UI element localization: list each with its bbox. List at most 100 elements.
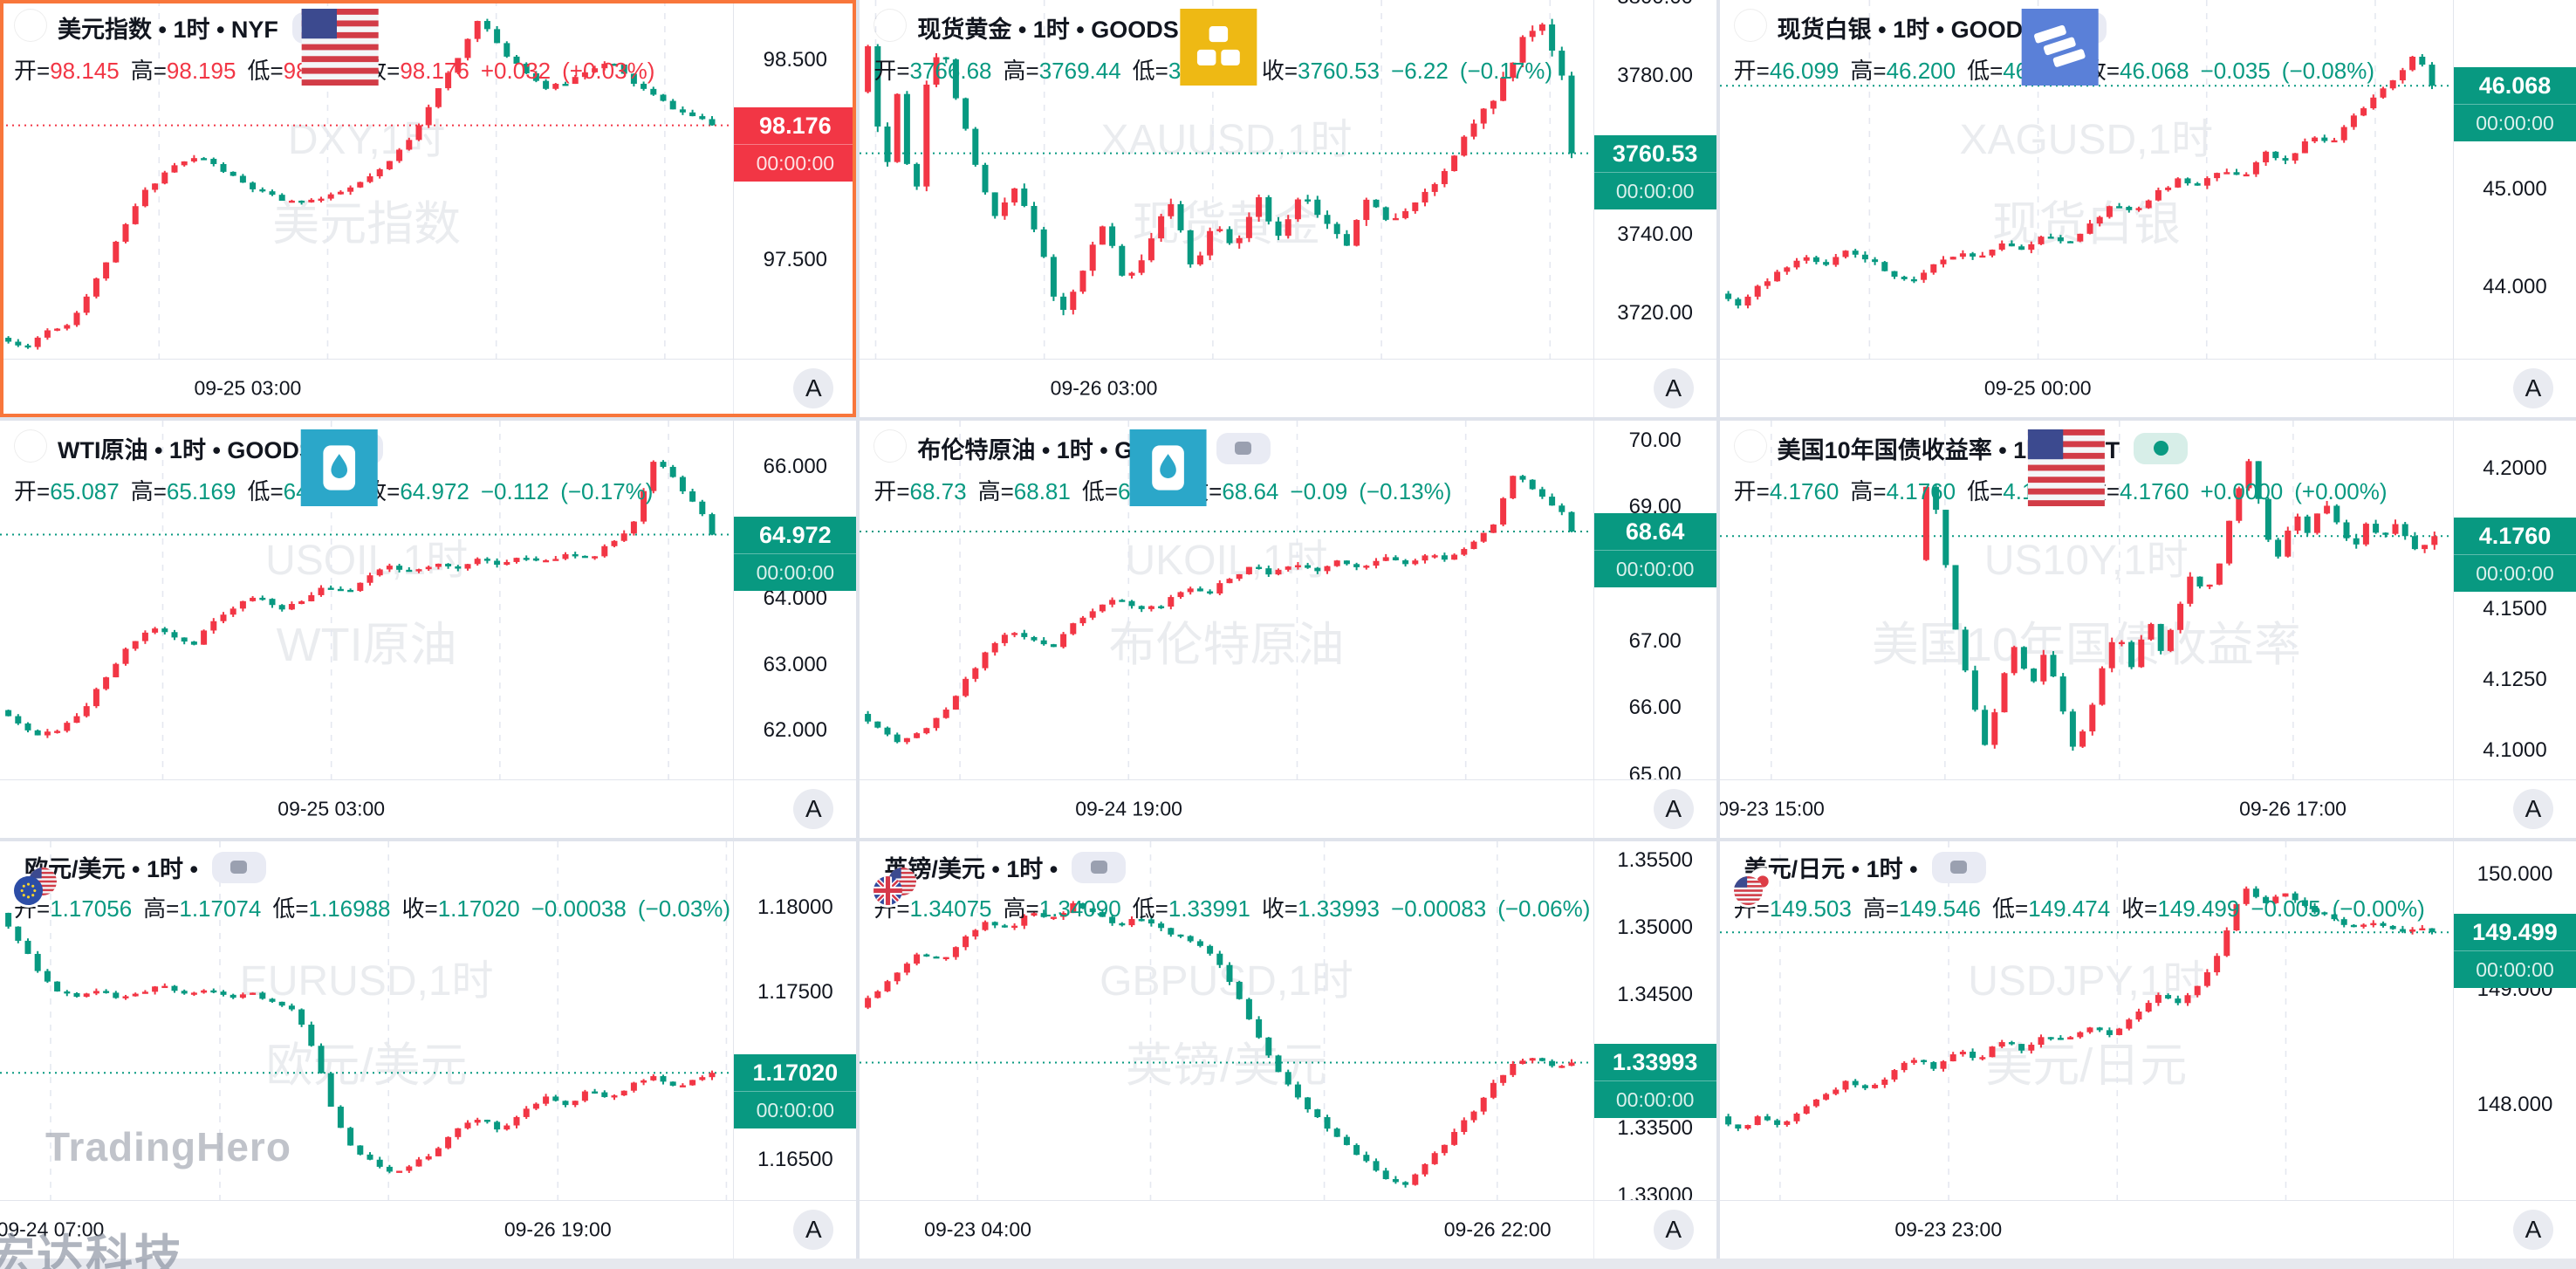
ohlc-field-value: 68.73 xyxy=(909,478,967,504)
chart-canvas-area[interactable]: GBPUSD,1时 英镑/美元 英镑/美元 • 1时 • 开=1.34075 高=… xyxy=(860,841,1593,1200)
market-status-pill[interactable] xyxy=(1216,432,1271,464)
chart-canvas-area[interactable]: EURUSD,1时 欧元/美元 TradingHero 欧元/美元 • 1时 •… xyxy=(0,841,733,1200)
us-flag-icon xyxy=(14,9,379,86)
chart-canvas-area[interactable]: USDJPY,1时 美元/日元 美元/日元 • 1时 • 开=149.503 高=… xyxy=(1719,841,2453,1200)
chart-panel-usoil[interactable]: USOIL,1时 WTI原油 WTI原油 • 1时 • GOODS 开=65.0… xyxy=(0,421,857,838)
a-badge-button[interactable]: A xyxy=(2512,789,2553,829)
chart-panel-ukoil[interactable]: UKOIL,1时 布伦特原油 布伦特原油 • 1时 • GOODS 开=68.7… xyxy=(860,421,1716,838)
candlestick-chart[interactable] xyxy=(0,421,733,779)
time-axis[interactable]: 09-23 15:00 09-26 17:00 xyxy=(1720,780,2453,838)
market-status-pill[interactable] xyxy=(1072,851,1127,883)
ohlc-field-value: 149.503 xyxy=(1769,895,1852,922)
candlestick-chart[interactable] xyxy=(860,421,1593,779)
a-badge-button[interactable]: A xyxy=(2512,368,2553,408)
current-price-value: 46.068 xyxy=(2478,72,2552,99)
chart-canvas-area[interactable]: UKOIL,1时 布伦特原油 布伦特原油 • 1时 • GOODS 开=68.7… xyxy=(860,421,1593,779)
price-axis[interactable]: 1.17020 00:00:00 1.18000 1.17500 1.16500 xyxy=(733,841,857,1200)
change-value: −0.035 xyxy=(2200,58,2271,84)
ohlc-field-value: 3766.68 xyxy=(909,58,992,84)
axis-corner: A xyxy=(733,780,856,838)
price-axis[interactable]: 149.499 00:00:00 150.000 149.000 148.000 xyxy=(2452,841,2576,1200)
chart-panel-dxy[interactable]: DXY,1时 美元指数 美元指数 • 1时 • NYF 开=98.145 高=98… xyxy=(0,0,857,417)
ohlc-field-label: 收= xyxy=(2121,895,2158,922)
current-price-time: 00:00:00 xyxy=(1593,550,1716,587)
chart-canvas-area[interactable]: USOIL,1时 WTI原油 WTI原油 • 1时 • GOODS 开=65.0… xyxy=(0,421,733,779)
time-axis-row: 09-25 00:00 A xyxy=(1719,359,2576,417)
candlestick-chart[interactable] xyxy=(0,0,733,359)
candlestick-chart[interactable] xyxy=(1719,841,2453,1200)
axis-corner: A xyxy=(733,360,856,417)
price-axis[interactable]: 4.1760 00:00:00 4.2000 4.1500 4.1250 4.1000 xyxy=(2452,421,2576,779)
time-label: 09-23 04:00 xyxy=(924,1218,1031,1241)
time-axis[interactable]: 09-23 23:00 xyxy=(1720,1201,2453,1259)
price-tick: 1.35000 xyxy=(1617,915,1694,939)
a-badge-button[interactable]: A xyxy=(793,1210,834,1250)
candlestick-chart[interactable] xyxy=(860,0,1593,359)
time-axis[interactable]: 09-25 03:00 xyxy=(0,360,733,417)
a-badge-button[interactable]: A xyxy=(793,789,834,829)
chart-panel-usdjpy[interactable]: USDJPY,1时 美元/日元 美元/日元 • 1时 • 开=149.503 高=… xyxy=(1719,841,2576,1259)
axis-corner: A xyxy=(1593,780,1716,838)
time-axis[interactable]: 09-23 04:00 09-26 22:00 xyxy=(860,1201,1593,1259)
chart-panel-eurusd[interactable]: EURUSD,1时 欧元/美元 TradingHero 欧元/美元 • 1时 •… xyxy=(0,841,857,1259)
ohlc-row: 开=149.503 高=149.546 低=149.474 收=149.499 −0.0… xyxy=(1734,891,2436,923)
ohlc-field-label: 开= xyxy=(1733,478,1770,504)
a-badge-button[interactable]: A xyxy=(1653,1210,1694,1250)
ohlc-field-value: 3769.44 xyxy=(1038,58,1121,84)
candlestick-chart[interactable] xyxy=(0,841,733,1200)
time-axis[interactable]: 09-25 00:00 xyxy=(1720,360,2453,417)
current-price-label: 149.499 00:00:00 xyxy=(2453,914,2576,989)
price-axis[interactable]: 98.176 00:00:00 98.500 97.500 xyxy=(733,0,857,359)
panel-header: 英镑/美元 • 1时 • 开=1.34075 高=1.34090 低=1.33991… xyxy=(874,850,1593,923)
ohlc-field-label: 高= xyxy=(130,58,167,84)
candlestick-chart[interactable] xyxy=(1719,421,2453,779)
chart-canvas-area[interactable]: XAGUSD,1时 现货白银 现货白银 • 1时 • GOODS 开=46.09… xyxy=(1719,0,2453,359)
change-value: −0.00083 xyxy=(1391,895,1487,922)
time-axis[interactable]: 09-26 03:00 xyxy=(860,360,1593,417)
a-badge-button[interactable]: A xyxy=(793,368,834,408)
instrument-icon xyxy=(14,429,378,506)
ohlc-field-value: 1.16988 xyxy=(308,895,391,922)
price-axis[interactable]: 68.64 00:00:00 70.00 69.00 67.00 66.00 65.00 xyxy=(1593,421,1716,779)
time-axis[interactable]: 09-24 07:00 09-26 19:00 xyxy=(0,1201,733,1259)
ohlc-field-label: 开= xyxy=(874,58,910,84)
time-axis[interactable]: 09-25 03:00 xyxy=(0,780,733,838)
time-axis-row: 09-23 23:00 A xyxy=(1719,1200,2576,1259)
chart-panel-xauusd[interactable]: XAUUSD,1时 现货黄金 现货黄金 • 1时 • GOODS 开=3766.… xyxy=(860,0,1716,417)
chart-canvas-area[interactable]: XAUUSD,1时 现货黄金 现货黄金 • 1时 • GOODS 开=3766.… xyxy=(860,0,1593,359)
price-axis[interactable]: 46.068 00:00:00 45.000 44.000 xyxy=(2452,0,2576,359)
change-percent: (−0.13%) xyxy=(1359,478,1452,504)
candlestick-chart[interactable] xyxy=(1719,0,2453,359)
market-status-pill[interactable] xyxy=(1931,851,1986,883)
ohlc-row: 开=65.087高=65.169低=64.912收=64.972−0.112(−… xyxy=(14,474,664,506)
chart-canvas-area[interactable]: US10Y,1时 美国10年国债收益率 美国10年国债收益率 • 1时 • RC… xyxy=(1719,421,2453,779)
change-value: +0.0000 xyxy=(2200,478,2284,504)
current-price-label: 98.176 00:00:00 xyxy=(734,106,857,182)
chart-canvas-area[interactable]: DXY,1时 美元指数 美元指数 • 1时 • NYF 开=98.145 高=98… xyxy=(0,0,733,359)
chart-panel-xagusd[interactable]: XAGUSD,1时 现货白银 现货白银 • 1时 • GOODS 开=46.09… xyxy=(1719,0,2576,417)
change-percent: (−0.06%) xyxy=(1497,895,1591,922)
price-axis[interactable]: 3760.53 00:00:00 3800.00 3780.00 3740.00 37… xyxy=(1593,0,1716,359)
panel-header: 美元/日元 • 1时 • 开=149.503 高=149.546 低=149.474… xyxy=(1733,850,2436,923)
status-dot-icon xyxy=(1235,442,1252,455)
a-badge-button[interactable]: A xyxy=(2512,1210,2553,1250)
panel-header: 美国10年国债收益率 • 1时 • RCT 开=4.1760 高=4.1760 低=… xyxy=(1734,429,2399,506)
current-price-label: 1.33993 00:00:00 xyxy=(1593,1044,1716,1119)
chart-panel-us10y[interactable]: US10Y,1时 美国10年国债收益率 美国10年国债收益率 • 1时 • RC… xyxy=(1719,421,2576,838)
a-badge-button[interactable]: A xyxy=(1653,789,1694,829)
candlestick-chart[interactable] xyxy=(860,841,1593,1200)
current-price-value: 1.33993 xyxy=(1612,1049,1698,1076)
ohlc-field-label: 高= xyxy=(977,478,1014,504)
chart-panel-gbpusd[interactable]: GBPUSD,1时 英镑/美元 英镑/美元 • 1时 • 开=1.34075 高=… xyxy=(860,841,1716,1259)
market-status-pill[interactable] xyxy=(2134,432,2189,464)
price-axis[interactable]: 64.972 00:00:00 66.000 64.000 63.000 62.000 xyxy=(733,421,857,779)
ohlc-row: 开=1.17056 高=1.17074 低=1.16988 收=1.17020 −0.0… xyxy=(14,891,733,923)
price-axis[interactable]: 1.33993 00:00:00 1.35500 1.35000 1.34500 1.… xyxy=(1593,841,1716,1200)
a-badge-button[interactable]: A xyxy=(1653,368,1694,408)
time-axis[interactable]: 09-24 19:00 xyxy=(860,780,1593,838)
change-value: −0.09 xyxy=(1290,478,1348,504)
instrument-icon xyxy=(874,9,1257,86)
market-status-pill[interactable] xyxy=(211,851,266,883)
price-tick: 65.00 xyxy=(1628,762,1682,779)
